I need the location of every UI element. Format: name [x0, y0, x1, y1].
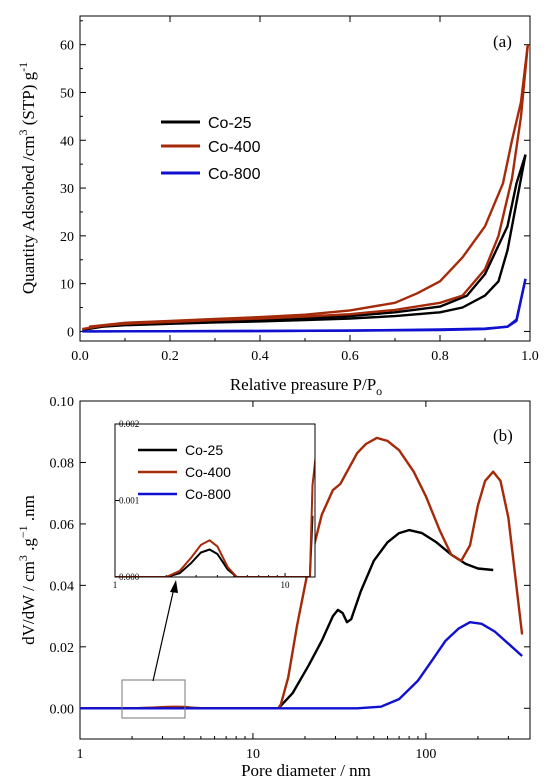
x-tick-label-a: 1.0: [521, 349, 539, 364]
y-tick-label-b: 0.00: [50, 702, 75, 717]
series-group-a: [82, 44, 529, 333]
plot-frame-a: [79, 15, 531, 342]
legend-a-label-co400: Co-400: [208, 139, 261, 156]
x-tick-label-a: 0.4: [251, 349, 269, 364]
chart-b: 1 10 100 0.00 0.02 0.04 0.06 0.08 0.10 (b) Pore …: [16, 395, 531, 780]
inset-series-co400: [115, 453, 315, 577]
inset-x-tick-label: 1: [113, 580, 118, 590]
x-tick-label-b: 10: [246, 747, 260, 762]
inset-frame: [114, 423, 316, 578]
inset-series-co25: [115, 515, 314, 577]
y-axis-label-a: Quantity Adsorbed /cm3 (STP) g-1: [16, 62, 38, 294]
zoom-region-box: [121, 679, 186, 719]
x-axis-label-a: Relative preasure P/Po: [230, 375, 382, 398]
y-axis-label-b-mid: .g: [19, 538, 38, 556]
x-axis-label-a-main: Relative preasure P/P: [230, 375, 376, 394]
y-tick-label-a: 40: [60, 134, 74, 149]
y-axis-label-a-main: Quantity Adsorbed /cm: [19, 135, 38, 294]
y-axis-label-b-tail: .nm: [19, 495, 38, 525]
y-tick-label-b: 0.06: [50, 518, 75, 533]
x-tick-label-a: 0.8: [431, 349, 449, 364]
series-a-co400-desorption: [88, 44, 529, 328]
y-axis-label-b: dV/dW / cm3 .g−1 .nm: [16, 495, 38, 645]
panel-label-b: (b): [493, 426, 513, 445]
x-axis-label-b: Pore diameter / nm: [241, 761, 371, 780]
zoom-arrow-head: [170, 580, 178, 593]
series-a-co25-desorption: [88, 154, 527, 329]
series-group-b: [80, 436, 524, 710]
y-tick-label-a: 0: [67, 325, 74, 340]
x-tick-label-b: 1: [77, 747, 84, 762]
y-tick-label-a: 10: [60, 278, 74, 293]
legend-b: Co-25 Co-400 Co-800: [138, 442, 231, 502]
legend-b-label-co400: Co-400: [185, 464, 231, 480]
y-tick-label-a: 20: [60, 230, 74, 245]
chart-a: 0.0 0.2 0.4 0.6 0.8 1.0 0 10 20 30 40 50 60 (a) Rela…: [16, 15, 539, 398]
inset-series-group: [115, 453, 315, 577]
y-tick-label-b: 0.04: [50, 579, 75, 594]
y-axis-label-b-sup2: −1: [16, 525, 30, 538]
inset-x-tick-label: 10: [281, 580, 291, 590]
series-a-co400-adsorption: [82, 44, 529, 331]
y-tick-label-a: 30: [60, 182, 74, 197]
x-tick-label-a: 0.6: [341, 349, 359, 364]
x-tick-label-b: 100: [415, 747, 436, 762]
y-axis-label-a-sup2: -1: [16, 62, 30, 72]
panel-label-a: (a): [493, 32, 512, 51]
y-tick-label-b: 0.08: [50, 456, 75, 471]
axes-b-ticks: 1 10 100 0.00 0.02 0.04 0.06 0.08 0.10: [50, 395, 531, 762]
legend-a-label-co25: Co-25: [208, 115, 252, 132]
y-axis-label-b-main: dV/dW / cm: [19, 561, 38, 645]
series-b-co800: [80, 621, 523, 710]
y-axis-label-b-sup: 3: [16, 555, 30, 561]
y-tick-label-b: 0.10: [50, 395, 75, 410]
y-axis-label-a-tail: (STP) g: [19, 71, 38, 129]
x-axis-label-a-sub: o: [376, 384, 382, 398]
legend-b-label-co25: Co-25: [185, 442, 223, 458]
zoom-arrow-line: [152, 587, 175, 682]
inset-y-tick-label: 0.001: [119, 496, 139, 506]
legend-a: Co-25 Co-400 Co-800: [161, 115, 261, 183]
axes-a-ticks: 0.0 0.2 0.4 0.6 0.8 1.0 0 10 20 30 40 50 60: [60, 16, 539, 364]
series-a-co800-desorption: [88, 278, 527, 333]
legend-a-label-co800: Co-800: [208, 166, 261, 183]
x-tick-label-a: 0.0: [71, 349, 89, 364]
y-axis-label-a-sup: 3: [16, 129, 30, 135]
y-tick-label-a: 60: [60, 39, 74, 54]
series-b-co400: [80, 436, 524, 710]
x-tick-label-a: 0.2: [161, 349, 179, 364]
series-a-co25-adsorption: [82, 154, 527, 332]
y-tick-label-a: 50: [60, 86, 74, 101]
legend-b-label-co800: Co-800: [185, 486, 231, 502]
y-tick-label-b: 0.02: [50, 641, 75, 656]
